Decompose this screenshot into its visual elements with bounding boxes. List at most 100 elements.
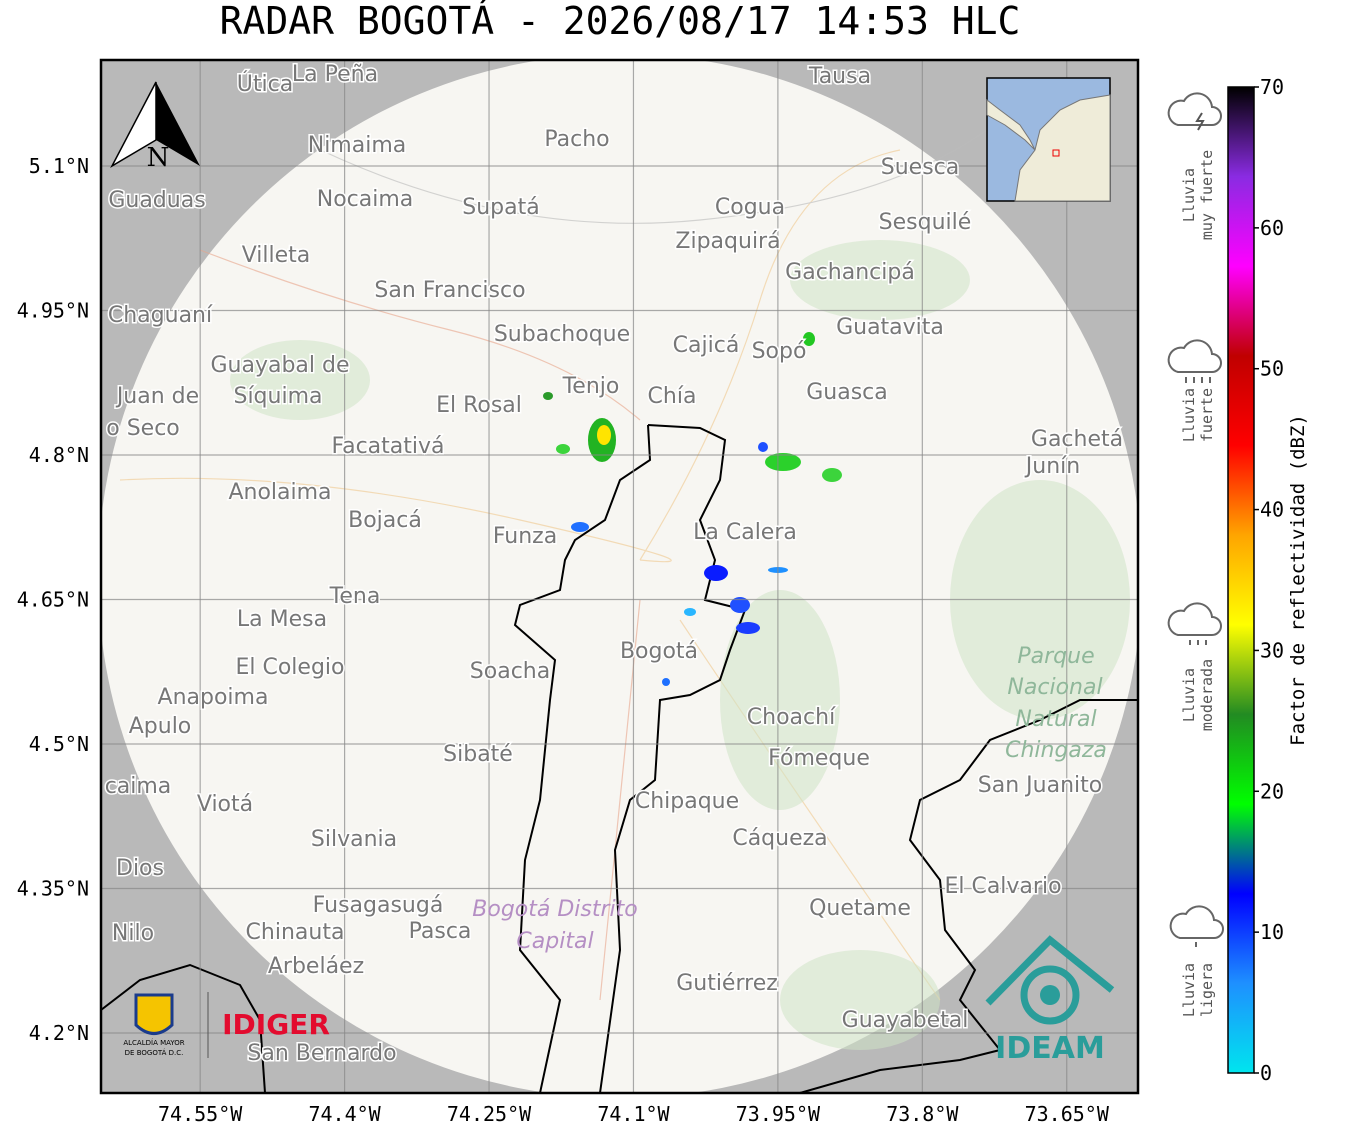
place-label: Sopó [752,339,807,364]
place-label: Soacha [470,659,550,684]
place-label: Gachetá [1031,427,1123,452]
place-label: Bojacá [348,508,422,533]
lat-tick-label: 4.8°N [29,443,89,467]
rain-level-label: Lluvia [1180,963,1198,1017]
radar-echoes [543,332,842,686]
place-label: Chipaque [635,789,739,814]
lon-tick-label: 74.25°W [447,1102,532,1126]
idiger-logo: IDIGER [222,1008,330,1041]
place-label: Tausa [808,64,871,89]
title: RADAR BOGOTÁ - 2026/08/17 14:53 HLC [220,0,1021,43]
place-label: Sibaté [443,742,513,767]
lon-tick-label: 73.8°W [886,1102,959,1126]
colorbar-tick-label: 10 [1260,920,1284,944]
place-label: Chingaza [1005,738,1107,763]
place-label: Nacional [1007,675,1102,700]
place-label: Cogua [715,195,785,220]
place-label: Nilo [112,921,154,946]
place-label: Cáqueza [732,826,827,851]
place-label: Gachancipá [785,260,915,285]
lat-tick-label: 4.2°N [29,1021,89,1045]
place-label: Guasca [806,380,888,405]
lat-tick-label: 4.35°N [17,876,89,900]
lat-tick-label: 4.5°N [29,732,89,756]
lat-tick-label: 4.65°N [17,587,89,611]
colorbar-tick-label: 70 [1260,75,1284,99]
alcaldia-logo: ALCALDÍA MAYOR DE BOGOTÁ D.C. IDIGER [123,992,330,1058]
place-label: San Francisco [374,278,525,303]
place-label: Fómeque [768,746,870,771]
colorbar-label: Factor de reflectividad (dBZ) [1287,414,1309,746]
place-label: Villeta [242,243,311,268]
place-label: Guatavita [836,315,944,340]
north-arrow: N [110,81,200,173]
place-label: La Calera [693,520,797,545]
alcaldia-text: DE BOGOTÁ D.C. [125,1048,184,1057]
alcaldia-text: ALCALDÍA MAYOR [123,1038,184,1047]
colorbar-tick-label: 30 [1260,638,1284,662]
place-label: Cajicá [673,333,740,358]
rain-level-label: muy fuerte [1198,150,1216,240]
place-label: La Peña [292,62,378,87]
place-label: Viotá [197,792,253,817]
place-label: Juan de [115,384,199,409]
place-label: Capital [516,929,593,954]
ideam-logo: IDEAM [985,935,1115,1066]
ideam-text: IDEAM [995,1031,1105,1066]
colorbar-tick-label: 60 [1260,216,1284,240]
rain-level-label: Lluvia [1180,168,1198,222]
colorbar-tick-label: 50 [1260,357,1284,381]
lon-tick-label: 74.55°W [158,1102,243,1126]
place-label: Supatá [462,195,539,220]
place-label: Chía [648,384,697,409]
rain-level-label: fuerte [1198,388,1216,442]
place-label: o Seco [106,416,180,441]
place-label: caima [105,774,172,799]
place-label: Arbeláez [268,954,364,979]
place-label: Quetame [809,896,911,921]
place-label: Bogotá Distrito [472,897,637,922]
place-label: Fusagasugá [313,893,444,918]
place-label: Tena [329,584,381,609]
place-label: Natural [1015,707,1096,732]
lat-tick-label: 4.95°N [17,298,89,322]
place-label: Pacho [544,127,609,152]
rain-icons [1167,92,1224,947]
place-label: Tenjo [562,374,620,399]
place-label: Funza [493,524,557,549]
place-label: Pasca [409,919,472,944]
place-label: Silvania [311,827,397,852]
place-label: Nocaima [317,187,414,212]
place-label: Subachoque [494,322,630,347]
place-label: El Calvario [944,874,1061,899]
north-label: N [147,143,170,173]
colorbar-tick-label: 0 [1260,1061,1272,1085]
place-label: Sesquilé [879,210,972,235]
colorbar-tick-label: 40 [1260,498,1284,522]
place-label: Dios [116,856,164,881]
place-label: Anapoima [158,685,269,710]
place-label: El Rosal [436,393,522,418]
rain-level-label: ligera [1198,963,1216,1017]
place-label: Parque [1017,644,1094,669]
place-label: Anolaima [228,480,331,505]
place-label: Chinauta [246,920,345,945]
place-label: Junín [1024,454,1080,479]
place-label: Choachí [747,705,836,730]
place-label: Facatativá [331,434,444,459]
lon-tick-label: 74.1°W [597,1102,670,1126]
lon-tick-label: 73.95°W [736,1102,821,1126]
place-label: Síquima [233,384,322,409]
place-label: San Juanito [978,773,1102,798]
rain-level-label: Lluvia [1180,388,1198,442]
place-label: San Bernardo [247,1041,396,1066]
place-label: Bogotá [620,639,698,664]
place-label: La Mesa [237,607,327,632]
place-label: Gutiérrez [676,971,778,996]
place-label: Chaguaní [108,303,213,328]
place-label: Apulo [129,714,192,739]
place-label: Nimaima [308,133,407,158]
place-label: Guayabal de [210,353,349,378]
